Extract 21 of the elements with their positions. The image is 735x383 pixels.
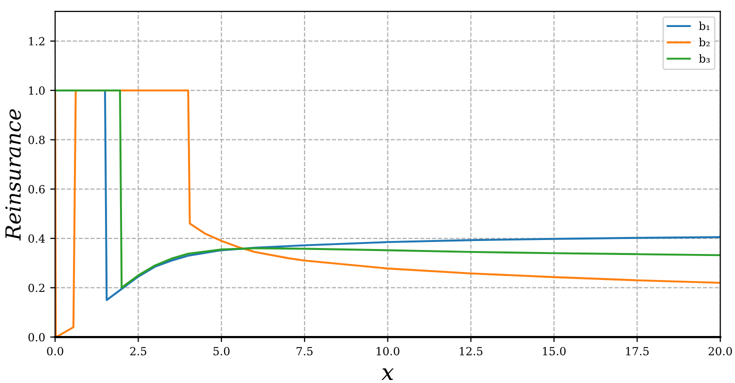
y-tick-label: 0.4 <box>28 234 45 243</box>
x-tick-label: 12.5 <box>460 346 482 356</box>
x-tick-label: 5.0 <box>214 346 230 356</box>
y-tick-label: 1.2 <box>29 37 44 46</box>
y-tick-label: 0.0 <box>28 333 45 342</box>
legend-label: b₂ <box>699 38 710 46</box>
y-tick-label: 1.0 <box>29 86 45 95</box>
x-axis-title: x <box>382 368 394 380</box>
x-tick-label: 0.0 <box>47 346 64 356</box>
x-tick-label: 2.5 <box>130 346 146 356</box>
x-tick-label: 15.0 <box>542 346 566 356</box>
legend-label: b₃ <box>699 54 710 63</box>
x-tick-label: 10.0 <box>376 346 400 356</box>
legend-label: b₁ <box>699 21 710 30</box>
y-tick-label: 0.8 <box>28 136 45 144</box>
x-tick-label: 17.5 <box>626 346 649 356</box>
y-axis-title: Reinsurance <box>5 109 21 241</box>
y-tick-label: 0.2 <box>28 284 44 292</box>
x-tick-label: 7.5 <box>296 347 313 356</box>
x-tick-label: 20.0 <box>708 346 732 356</box>
y-tick-label: 0.6 <box>28 185 45 194</box>
